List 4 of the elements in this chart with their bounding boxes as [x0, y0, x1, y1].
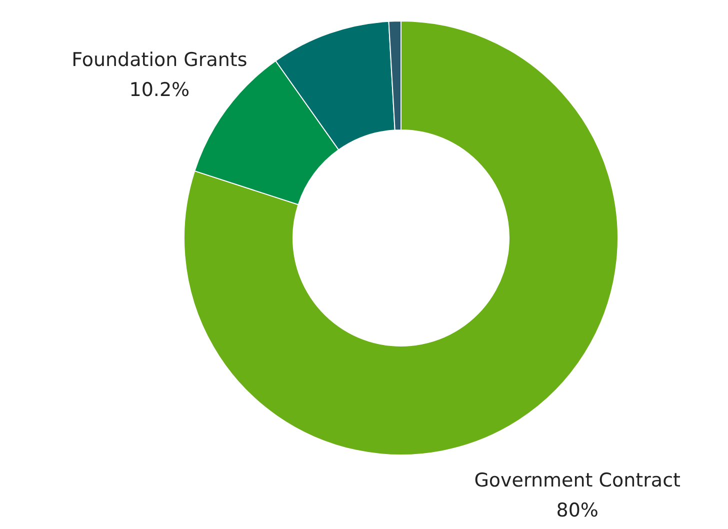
- data-label: 80%: [556, 500, 598, 522]
- slice-label: Foundation Grants: [72, 49, 248, 72]
- data-label: 10.2%: [129, 79, 190, 102]
- slice-label: Government Contract: [474, 470, 680, 492]
